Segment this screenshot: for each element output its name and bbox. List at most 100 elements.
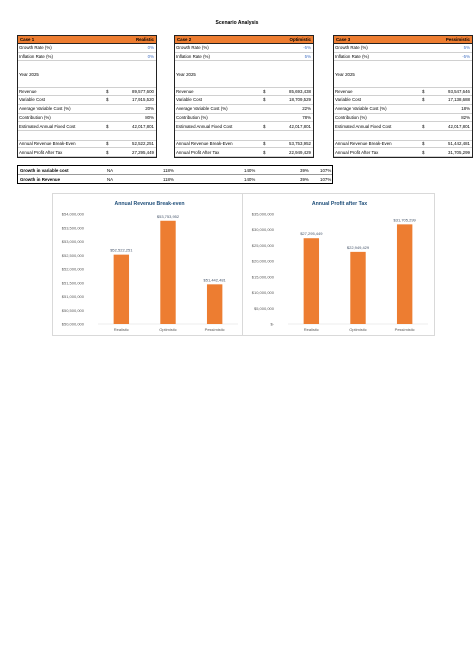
inflation-rate-label: Inflation Rate (%) (19, 54, 53, 60)
data-label: $52,522,251 (110, 248, 133, 253)
profit-label: Annual Profit After Tax (335, 149, 379, 155)
y-tick-label: $30,000,000 (252, 227, 275, 232)
y-tick-label: $50,500,000 (62, 308, 85, 313)
growth-rate-value: -5% (303, 45, 311, 51)
avg-var-cost-value: 18% (461, 106, 470, 112)
avg-var-cost-value: 22% (302, 106, 311, 112)
breakeven-value: 51,442,481 (448, 141, 470, 147)
scenario-label: Pessimistic (445, 37, 470, 42)
data-label: $22,949,429 (347, 245, 370, 250)
fixed-cost-label: Estimated Annual Fixed Cost (176, 123, 233, 129)
contribution-value: 80% (145, 114, 154, 120)
growth-row-revenue: Growth in Revenue NA 118% 140% 39% 107% (18, 175, 332, 184)
y-tick-label: $10,000,000 (252, 290, 275, 295)
y-tick-label: $53,500,000 (62, 225, 85, 230)
page-title: Scenario Analysis (215, 20, 259, 26)
avg-var-cost-value: 20% (145, 106, 154, 112)
y-tick-label: $52,500,000 (62, 253, 85, 258)
bar (396, 224, 413, 324)
profit-value: 22,949,429 (289, 149, 311, 155)
case-table-3: Case 3 Pessimistic Growth Rate (%) 5% Inf… (333, 35, 473, 158)
growth-row-label: Growth in variable cost (20, 168, 69, 173)
y-tick-label: $35,000,000 (252, 212, 275, 217)
contribution-label: Contribution (%) (335, 114, 367, 120)
profit-label: Annual Profit After Tax (176, 149, 220, 155)
fixed-cost-label: Estimated Annual Fixed Cost (19, 123, 76, 129)
variable-cost-label: Variable Cost (335, 97, 362, 103)
case-table-2: Case 2 Optimistic Growth Rate (%) -5% Inf… (174, 35, 314, 158)
x-tick-label: Realistic (114, 327, 129, 332)
profit-after-tax-chart: Annual Profit after Tax $- $5,000,000 $10,0… (242, 193, 435, 336)
case-header: Case 2 Optimistic (175, 36, 313, 44)
currency-sign: $ (106, 97, 109, 103)
growth-rate-value: 5% (463, 45, 470, 51)
y-tick-label: $20,000,000 (252, 259, 275, 264)
y-tick-label: $53,000,000 (62, 239, 85, 244)
growth-rate-value: 0% (147, 45, 154, 51)
currency-sign: $ (422, 123, 425, 129)
growth-row-label: Growth in Revenue (20, 176, 61, 182)
case-label: Case 3 (336, 37, 351, 42)
revenue-value: 89,577,600 (132, 89, 154, 95)
scenario-label: Optimistic (289, 37, 311, 42)
revenue-breakeven-chart: Annual Revenue Break-even $50,000,000 $50,… (52, 193, 245, 336)
y-tick-label: $15,000,000 (252, 274, 275, 279)
revenue-label: Revenue (19, 89, 37, 95)
scenario-label: Realistic (135, 37, 154, 42)
x-tick-label: Optimistic (349, 327, 367, 332)
profit-value: 31,705,299 (448, 149, 470, 155)
growth-value-4: 107% (320, 176, 332, 182)
inflation-rate-label: Inflation Rate (%) (335, 54, 369, 60)
variable-cost-label: Variable Cost (19, 97, 46, 103)
profit-value: 27,295,449 (132, 149, 154, 155)
data-label: $51,442,481 (204, 277, 227, 282)
currency-sign: $ (263, 89, 266, 95)
growth-value-1: 118% (163, 168, 174, 173)
bar (160, 220, 176, 324)
avg-var-cost-label: Average Variable Cost (%) (19, 106, 71, 112)
x-tick-label: Pessimistic (395, 327, 415, 332)
currency-sign: $ (422, 141, 425, 147)
case-header: Case 1 Realistic (18, 36, 156, 44)
growth-value-3: 39% (300, 168, 309, 173)
revenue-value: 85,693,438 (289, 89, 311, 95)
data-label: $53,753,952 (157, 214, 180, 219)
growth-value-4: 107% (320, 168, 332, 173)
case-table-1: Case 1 Realistic Growth Rate (%) 0% Infla… (17, 35, 157, 158)
profit-after-tax-chart-svg: Annual Profit after Tax $- $5,000,000 $10,0… (252, 201, 428, 332)
y-tick-label: $54,000,000 (62, 212, 85, 217)
breakeven-value: 52,522,251 (132, 141, 154, 147)
case-label: Case 2 (177, 37, 192, 42)
year-label: Year 2025 (19, 71, 39, 77)
currency-sign: $ (422, 89, 425, 95)
currency-sign: $ (263, 149, 266, 155)
contribution-label: Contribution (%) (19, 114, 51, 120)
growth-rate-label: Growth Rate (%) (176, 45, 209, 51)
currency-sign: $ (106, 141, 109, 147)
x-tick-label: Optimistic (159, 327, 177, 332)
data-label: $27,295,449 (300, 231, 323, 236)
breakeven-label: Annual Revenue Break-Even (335, 141, 392, 147)
y-tick-label: $51,500,000 (62, 280, 85, 285)
inflation-rate-label: Inflation Rate (%) (176, 54, 210, 60)
y-tick-label: $52,000,000 (62, 267, 85, 272)
y-tick-label: $25,000,000 (252, 243, 275, 248)
breakeven-label: Annual Revenue Break-Even (19, 141, 76, 147)
growth-rate-label: Growth Rate (%) (19, 45, 52, 51)
case-header: Case 3 Pessimistic (334, 36, 472, 44)
variable-cost-value: 18,709,529 (289, 97, 311, 103)
breakeven-value: 53,753,952 (289, 141, 311, 147)
revenue-breakeven-chart-svg: Annual Revenue Break-even $50,000,000 $50,… (62, 201, 238, 332)
inflation-rate-value: 5% (304, 54, 311, 60)
breakeven-label: Annual Revenue Break-Even (176, 141, 233, 147)
chart-title: Annual Profit after Tax (312, 201, 367, 207)
bar (303, 238, 320, 324)
y-tick-label: $- (270, 322, 274, 327)
avg-var-cost-label: Average Variable Cost (%) (335, 106, 387, 112)
currency-sign: $ (106, 149, 109, 155)
contribution-value: 82% (461, 114, 470, 120)
growth-value-2: 140% (244, 176, 256, 182)
growth-value-1: 118% (163, 176, 174, 182)
contribution-value: 78% (302, 114, 311, 120)
y-tick-label: $51,000,000 (62, 294, 85, 299)
